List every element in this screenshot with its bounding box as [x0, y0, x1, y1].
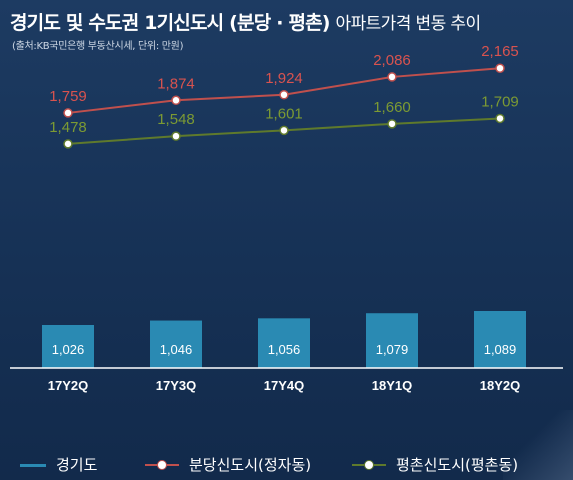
- chart-canvas: 1,026 1,046 1,056 1,079 1,089 17Y2Q 17Y3Q 17Y4Q…: [10, 43, 563, 393]
- title-sub: 아파트가격 변동 추이: [335, 14, 482, 34]
- legend-label-pyeongchon: 평촌신도시(평촌동): [396, 456, 519, 474]
- corner-decoration: [503, 410, 573, 480]
- pyeongchon-point: [171, 131, 181, 141]
- legend-swatch-bundang: [145, 459, 179, 470]
- legend-swatch-pyeongchon: [352, 459, 386, 470]
- legend-swatch-gyeonggi: [20, 460, 46, 470]
- bar-18Y1Q: [366, 313, 418, 368]
- bundang-point: [495, 63, 505, 73]
- pyeongchon-point: [495, 113, 505, 124]
- bundang-label: 2,165: [481, 43, 519, 60]
- bundang-point: [171, 95, 181, 106]
- source-note: (출처:KB국민은행 부동산시세, 단위: 만원): [12, 41, 184, 52]
- legend-label-bundang: 분당신도시(정자동): [189, 456, 312, 474]
- pyeongchon-point: [387, 119, 397, 129]
- bar-label: 1,056: [268, 342, 301, 357]
- bundang-point: [63, 108, 73, 118]
- bundang-label: 1,924: [265, 70, 303, 87]
- bar-label: 1,046: [160, 342, 193, 357]
- x-tick-label: 17Y2Q: [48, 378, 88, 393]
- pyeongchon-label: 1,709: [481, 93, 519, 110]
- pyeongchon-label: 1,601: [265, 105, 303, 122]
- bundang-label: 1,874: [157, 75, 195, 92]
- bundang-label: 2,086: [373, 52, 411, 69]
- x-tick-label: 17Y3Q: [156, 378, 196, 393]
- pyeongchon-point: [279, 125, 289, 136]
- x-tick-label: 18Y1Q: [372, 378, 412, 393]
- bar-17Y3Q: [150, 320, 202, 368]
- legend-item-gyeonggi: 경기도: [20, 454, 97, 475]
- chart-title: 경기도 및 수도권 1기신도시 (분당 · 평촌) 아파트가격 변동 추이: [10, 8, 481, 35]
- legend-item-bundang: 분당신도시(정자동): [145, 454, 311, 475]
- legend-item-pyeongchon: 평촌신도시(평촌동): [352, 454, 518, 475]
- bundang-point: [387, 72, 397, 82]
- bundang-label: 1,759: [49, 88, 87, 105]
- legend: 경기도 분당신도시(정자동) 평촌신도시(평촌동): [0, 450, 573, 480]
- bar-18Y2Q: [474, 311, 526, 368]
- x-tick-label: 18Y2Q: [480, 378, 520, 393]
- pyeongchon-point: [63, 139, 73, 149]
- bundang-point: [279, 90, 289, 100]
- bar-label: 1,089: [484, 342, 517, 357]
- bar-17Y4Q: [258, 318, 310, 368]
- bar-label: 1,026: [52, 342, 85, 357]
- title-main: 경기도 및 수도권 1기신도시 (분당 · 평촌): [10, 12, 331, 34]
- legend-label-gyeonggi: 경기도: [56, 456, 98, 474]
- bar-17Y2Q: [42, 325, 94, 368]
- bar-label: 1,079: [376, 342, 409, 357]
- pyeongchon-label: 1,478: [49, 119, 87, 136]
- pyeongchon-label: 1,660: [373, 99, 411, 116]
- x-tick-label: 17Y4Q: [264, 378, 304, 393]
- pyeongchon-label: 1,548: [157, 111, 195, 128]
